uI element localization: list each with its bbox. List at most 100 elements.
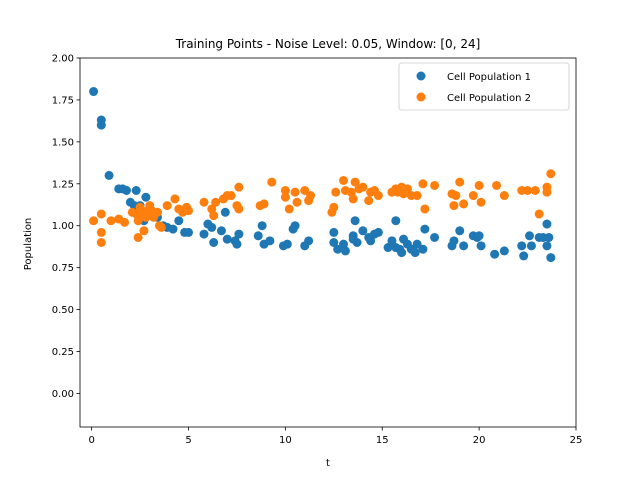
data-point	[499, 191, 509, 201]
data-point	[449, 236, 459, 246]
data-point	[290, 221, 300, 231]
data-point	[207, 222, 217, 232]
data-point	[331, 187, 341, 197]
data-point	[280, 186, 290, 196]
data-point	[265, 236, 275, 246]
data-point	[476, 197, 486, 207]
data-point	[209, 211, 219, 221]
data-point	[282, 239, 292, 249]
series-2	[89, 169, 556, 247]
y-tick-label: 1.25	[52, 179, 74, 190]
legend-marker	[416, 71, 426, 81]
data-point	[492, 180, 502, 190]
data-point	[168, 224, 178, 234]
y-tick-label: 0.00	[52, 389, 74, 400]
data-point	[430, 180, 440, 190]
data-point	[358, 182, 368, 192]
data-point	[199, 197, 209, 207]
data-point	[141, 192, 151, 202]
data-point	[226, 191, 236, 201]
data-point	[348, 194, 358, 204]
data-point	[420, 204, 430, 214]
y-tick-label: 1.75	[52, 95, 74, 106]
x-tick-label: 0	[88, 435, 94, 446]
data-point	[234, 204, 244, 214]
data-point	[490, 249, 500, 259]
data-point	[234, 229, 244, 239]
legend-label: Cell Population 2	[447, 93, 531, 104]
data-point	[420, 224, 430, 234]
data-point	[542, 241, 552, 251]
data-point	[96, 120, 106, 130]
data-point	[329, 227, 339, 237]
y-axis: 0.00 0.25 0.50 0.75 1.00 1.25 1.50 1.75 2.00	[52, 54, 80, 400]
data-point	[209, 238, 219, 247]
data-point	[89, 87, 99, 97]
x-tick-label: 25	[570, 435, 583, 446]
data-point	[373, 227, 383, 237]
data-point	[383, 243, 393, 253]
x-tick-label: 20	[473, 435, 486, 446]
data-point	[364, 196, 374, 206]
data-point	[106, 216, 116, 226]
data-point	[153, 207, 162, 217]
data-point	[474, 231, 484, 241]
y-tick-label: 0.50	[52, 305, 74, 316]
data-point	[122, 186, 131, 196]
data-point	[211, 197, 221, 207]
data-point	[519, 251, 529, 261]
data-point	[499, 246, 509, 256]
plot-frame	[79, 57, 577, 428]
data-point	[542, 219, 552, 229]
data-point	[234, 182, 244, 192]
data-point	[284, 204, 294, 214]
x-tick-label: 15	[376, 435, 389, 446]
data-point	[222, 234, 232, 244]
data-point	[329, 202, 339, 212]
data-point	[89, 216, 99, 226]
data-point	[546, 253, 556, 263]
x-axis: 0 5 10 15 20 25	[88, 427, 582, 446]
data-point	[387, 236, 397, 246]
legend: Cell Population 1 Cell Population 2	[398, 62, 570, 111]
legend-label: Cell Population 1	[447, 72, 531, 83]
data-point	[292, 197, 302, 207]
data-point	[257, 221, 267, 231]
data-point	[300, 186, 310, 196]
data-point	[373, 191, 383, 201]
data-point	[174, 216, 184, 226]
data-points	[89, 87, 556, 263]
data-point	[216, 226, 226, 236]
data-point	[455, 177, 465, 187]
data-point	[468, 191, 478, 201]
data-point	[133, 232, 143, 242]
data-point	[410, 248, 420, 258]
data-point	[459, 241, 469, 251]
data-point	[397, 248, 407, 258]
data-point	[259, 199, 269, 209]
x-tick-label: 10	[279, 435, 292, 446]
data-point	[306, 191, 316, 201]
data-point	[96, 238, 106, 247]
data-point	[253, 231, 263, 241]
data-point	[162, 201, 172, 211]
data-point	[333, 244, 343, 254]
data-point	[133, 216, 143, 226]
data-point	[96, 209, 106, 219]
data-point	[391, 216, 401, 226]
data-point	[170, 194, 180, 204]
data-point	[366, 236, 376, 246]
data-point	[104, 170, 114, 180]
x-tick-label: 5	[185, 435, 191, 446]
data-point	[280, 192, 290, 202]
data-point	[358, 226, 368, 236]
data-point	[455, 226, 465, 236]
data-point	[156, 222, 166, 232]
data-point	[120, 217, 130, 227]
data-point	[526, 241, 536, 251]
data-point	[402, 184, 412, 194]
data-point	[418, 179, 428, 189]
data-point	[542, 187, 552, 197]
data-point	[525, 231, 534, 241]
